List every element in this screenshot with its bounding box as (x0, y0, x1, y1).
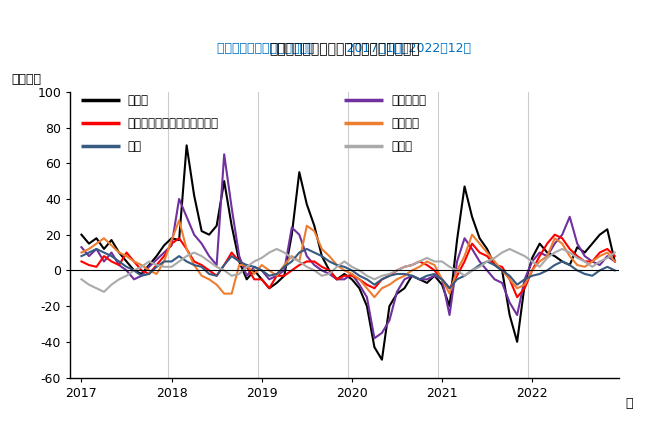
労働者派遣事業所の派遣社員 (78, 259, 86, 264)
その他 (273, 246, 281, 252)
嘱託 (611, 268, 619, 273)
嘱託 (386, 273, 393, 278)
Text: パート: パート (128, 94, 149, 107)
Line: 労働者派遣事業所の派遣社員: 労働者派遣事業所の派遣社員 (82, 235, 615, 297)
パート (266, 286, 273, 291)
Line: その他: その他 (82, 249, 615, 292)
嘱託 (78, 254, 86, 259)
嘱託 (93, 246, 100, 252)
その他 (160, 264, 168, 269)
その他 (266, 250, 273, 255)
Text: アルバイト: アルバイト (391, 94, 426, 107)
Text: その他: その他 (391, 139, 412, 153)
嘱託 (160, 259, 168, 264)
アルバイト (453, 259, 461, 264)
パート (153, 254, 161, 259)
労働者派遣事業所の派遣社員 (438, 277, 446, 282)
その他 (431, 259, 439, 264)
嘱託 (453, 277, 461, 282)
その他 (581, 259, 588, 264)
契約社員 (431, 263, 439, 268)
アルバイト (611, 259, 619, 264)
Line: 契約社員: 契約社員 (82, 221, 615, 297)
Line: パート: パート (82, 145, 615, 360)
その他 (78, 277, 86, 282)
契約社員 (581, 264, 588, 269)
Line: アルバイト: アルバイト (82, 154, 615, 338)
その他 (453, 268, 461, 273)
その他 (393, 268, 401, 273)
Text: 嘱託: 嘱託 (128, 139, 142, 153)
アルバイト (220, 152, 228, 157)
嘱託 (266, 273, 273, 278)
労働者派遣事業所の派遣社員 (513, 295, 521, 300)
契約社員 (266, 268, 273, 273)
契約社員 (371, 295, 378, 300)
Text: 労働者派遣事業所の派遣社員: 労働者派遣事業所の派遣社員 (128, 117, 219, 130)
Text: 非正規の職員・従業員の内訳        2017年1月〜2022年12月: 非正規の職員・従業員の内訳 2017年1月〜2022年12月 (217, 42, 471, 55)
パート (378, 357, 386, 362)
パート (393, 291, 401, 296)
アルバイト (581, 254, 588, 259)
パート (581, 250, 588, 255)
契約社員 (453, 268, 461, 273)
その他 (100, 289, 108, 295)
Text: 年: 年 (625, 397, 633, 410)
パート (611, 259, 619, 264)
嘱託 (446, 286, 454, 291)
契約社員 (78, 250, 86, 255)
パート (78, 232, 86, 237)
労働者派遣事業所の派遣社員 (551, 232, 559, 237)
嘱託 (423, 273, 431, 278)
契約社員 (175, 218, 183, 223)
Y-axis label: （万人）: （万人） (11, 73, 41, 86)
アルバイト (371, 336, 378, 341)
その他 (611, 250, 619, 255)
アルバイト (431, 273, 439, 278)
アルバイト (153, 257, 161, 262)
Line: 嘱託: 嘱託 (82, 249, 615, 288)
アルバイト (266, 277, 273, 282)
労働者派遣事業所の派遣社員 (378, 277, 386, 282)
嘱託 (581, 272, 588, 277)
労働者派遣事業所の派遣社員 (581, 259, 588, 264)
労働者派遣事業所の派遣社員 (153, 263, 161, 268)
パート (431, 273, 439, 278)
労働者派遣事業所の派遣社員 (611, 254, 619, 259)
契約社員 (153, 272, 161, 277)
パート (183, 143, 191, 148)
労働者派遣事業所の派遣社員 (415, 259, 423, 264)
契約社員 (393, 277, 401, 282)
労働者派遣事業所の派遣社員 (258, 277, 266, 282)
パート (453, 238, 461, 243)
契約社員 (611, 259, 619, 264)
アルバイト (393, 289, 401, 295)
Text: 契約社員: 契約社員 (391, 117, 419, 130)
アルバイト (78, 245, 86, 250)
Title: 雇用形態別雇用者数（対前年同月増減）: 雇用形態別雇用者数（対前年同月増減） (269, 42, 420, 56)
